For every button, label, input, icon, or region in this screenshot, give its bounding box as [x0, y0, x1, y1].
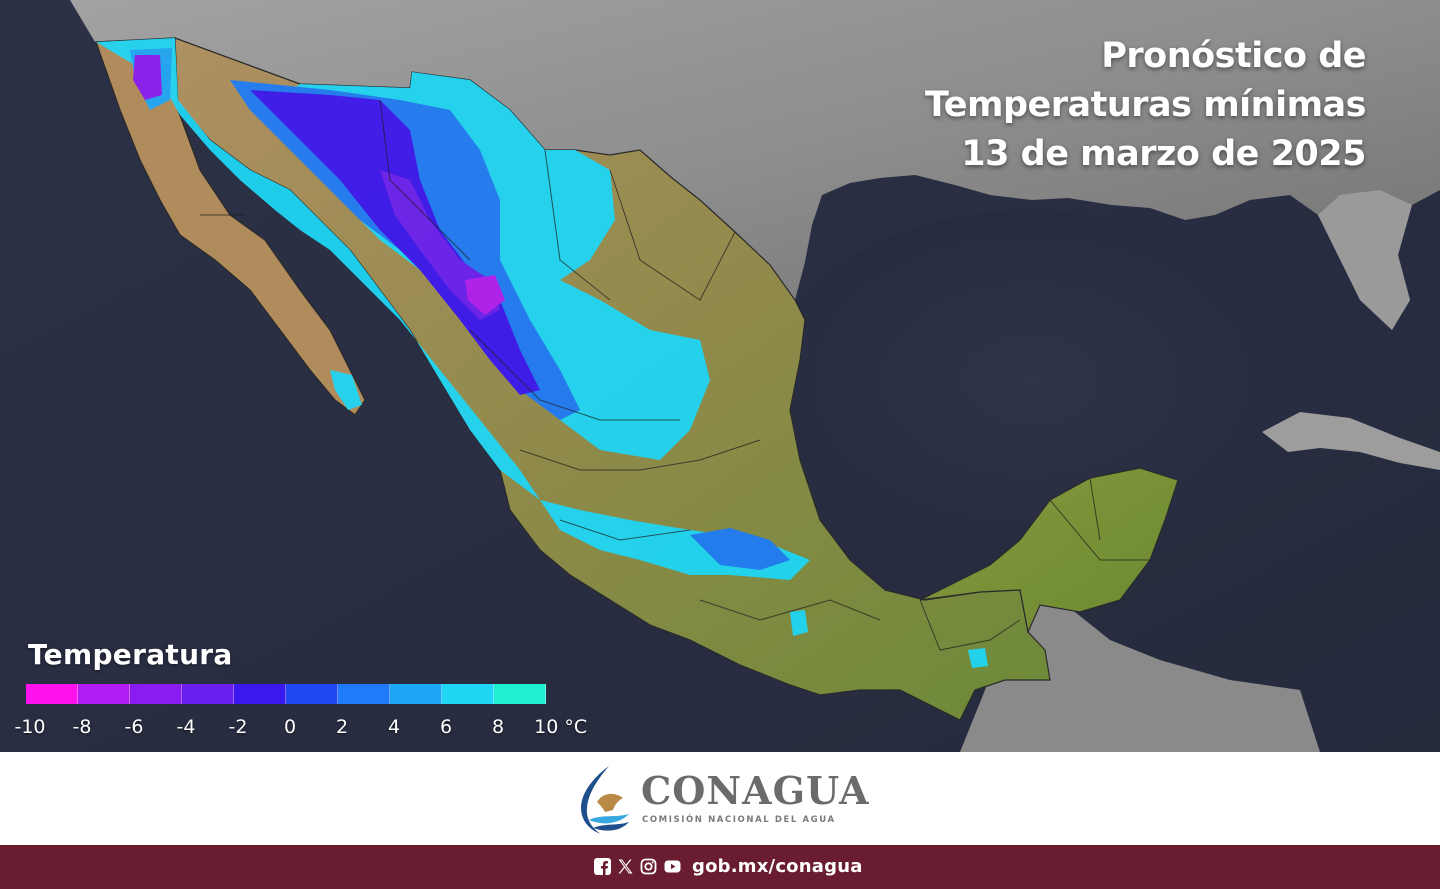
legend-swatch [338, 684, 390, 704]
footer-link[interactable]: gob.mx/conagua [692, 856, 863, 877]
logo-subtitle: COMISIÓN NACIONAL DEL AGUA [642, 815, 836, 825]
legend-label: -8 [72, 716, 92, 738]
legend-label: 8 [491, 716, 505, 738]
legend-labels: -10 -8 -6 -4 -2 0 2 4 6 8 10 °C [0, 716, 640, 744]
logo-name: CONAGUA [641, 768, 870, 813]
legend-title: Temperatura [28, 638, 233, 671]
gulf-of-mexico [770, 210, 1290, 550]
legend-label: 6 [439, 716, 453, 738]
legend-swatch [286, 684, 338, 704]
legend-swatch [390, 684, 442, 704]
legend-swatch [234, 684, 286, 704]
footer-bar: gob.mx/conagua [0, 845, 1440, 889]
legend-label: -6 [124, 716, 144, 738]
map-title: Pronóstico de Temperaturas mínimas 13 de… [925, 32, 1366, 179]
florida [1318, 190, 1412, 330]
legend-swatch [182, 684, 234, 704]
map-title-line-3: 13 de marzo de 2025 [961, 134, 1366, 174]
temperature-overlay [96, 38, 988, 668]
conagua-logo: CONAGUA COMISIÓN NACIONAL DEL AGUA [575, 762, 875, 837]
legend-label: 2 [335, 716, 349, 738]
legend-label: 0 [283, 716, 297, 738]
map-title-line-1: Pronóstico de [1101, 36, 1366, 76]
cuba [1262, 412, 1440, 470]
temperature-map [0, 0, 1440, 752]
legend-label: 10 °C [534, 716, 588, 738]
baja-california [95, 37, 366, 416]
legend-swatch [78, 684, 130, 704]
x-icon[interactable] [617, 858, 634, 875]
logo-band [0, 752, 1440, 845]
legend-label: -4 [176, 716, 196, 738]
legend-label: 4 [387, 716, 401, 738]
legend-swatch [130, 684, 182, 704]
legend-label: -2 [228, 716, 248, 738]
yucatan-peninsula [919, 467, 1179, 634]
legend-swatch [26, 684, 78, 704]
central-america [960, 590, 1320, 752]
youtube-icon[interactable] [663, 858, 682, 875]
legend-color-bar [26, 684, 546, 704]
legend-label: -10 [14, 716, 46, 738]
instagram-icon[interactable] [640, 858, 657, 875]
usa-landmass [70, 0, 1440, 330]
legend-swatch [442, 684, 494, 704]
legend-swatch [494, 684, 546, 704]
social-icons [594, 858, 682, 875]
map-title-line-2: Temperaturas mínimas [925, 85, 1366, 125]
facebook-icon[interactable] [594, 858, 611, 875]
conagua-emblem-icon [581, 766, 629, 834]
state-borders [200, 99, 1150, 651]
